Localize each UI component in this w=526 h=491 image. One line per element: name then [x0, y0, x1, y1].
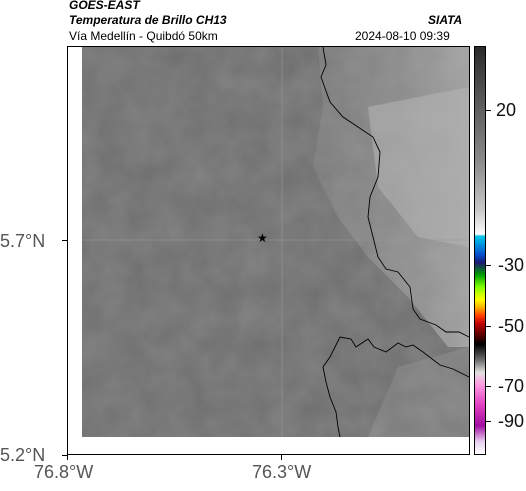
datetime-label: 2024-08-10 09:39: [355, 29, 450, 43]
colorbar-tick-label: 20: [496, 100, 517, 120]
y-tick-mark: [62, 455, 67, 456]
colorbar-tick-mark: [486, 421, 491, 422]
x-tick-label: 76.8°W: [34, 462, 94, 482]
map-panel[interactable]: ★: [67, 46, 470, 455]
colorbar-tick-mark: [486, 386, 491, 387]
satellite-name: GOES-EAST: [69, 0, 140, 12]
location-marker-star[interactable]: ★: [257, 231, 268, 245]
border-line-south: [322, 336, 469, 438]
organization-label: SIATA: [428, 13, 463, 27]
y-tick-label: 5.7°N: [0, 231, 46, 251]
x-tick-mark: [67, 455, 68, 460]
product-title: Temperatura de Brillo CH13: [69, 13, 227, 27]
y-tick-mark: [62, 240, 67, 241]
colorbar-tick-mark: [486, 265, 491, 266]
colorbar-tick-label: -70: [498, 376, 525, 396]
brightness-temperature-image: [68, 47, 469, 454]
border-line-east: [320, 47, 469, 338]
colorbar-tick-mark: [486, 110, 491, 111]
region-label: Vía Medellín - Quibdó 50km: [69, 29, 218, 43]
colorbar-tick-label: -90: [498, 411, 525, 431]
colorbar-tick-label: -30: [498, 255, 525, 275]
x-tick-label: 76.3°W: [252, 462, 312, 482]
colorbar-tick-mark: [486, 326, 491, 327]
x-tick-mark: [281, 455, 282, 460]
y-tick-label: 5.2°N: [0, 445, 46, 465]
colorbar-tick-label: -50: [498, 316, 525, 336]
colorbar: [474, 46, 486, 455]
